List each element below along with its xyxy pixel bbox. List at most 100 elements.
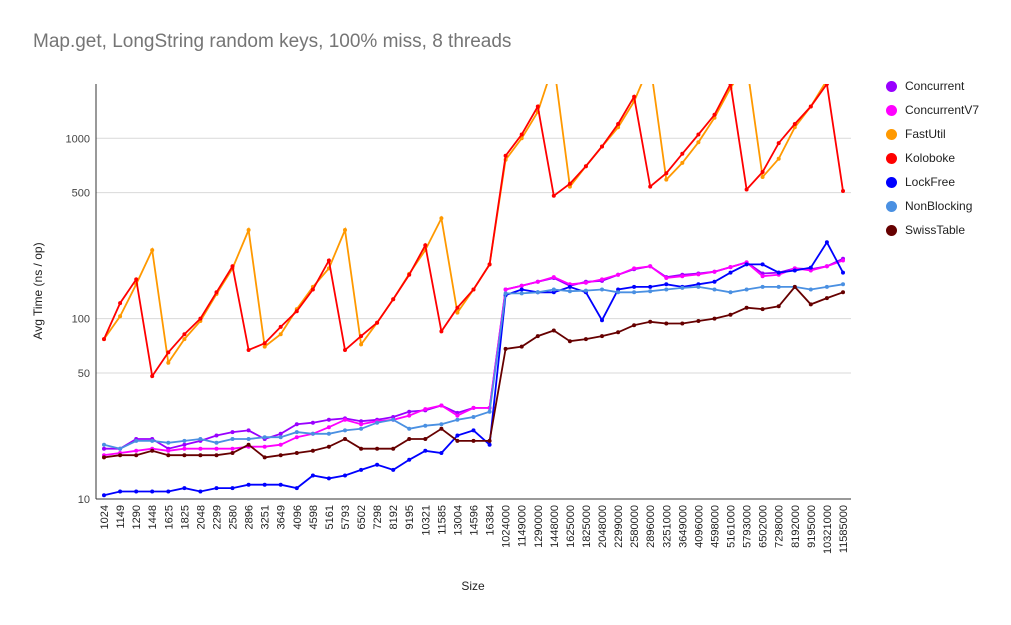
data-point <box>712 269 717 274</box>
data-point <box>648 264 653 269</box>
series-koloboke <box>102 84 845 379</box>
data-point <box>664 321 669 326</box>
data-point <box>551 290 556 295</box>
data-point <box>230 264 235 269</box>
series-lines <box>102 61 845 498</box>
legend-item-fastutil: FastUtil <box>886 122 979 146</box>
data-point <box>808 104 813 109</box>
data-point <box>391 417 396 422</box>
data-point <box>246 228 251 232</box>
data-point <box>551 193 556 198</box>
data-point <box>391 297 396 302</box>
data-point <box>326 444 331 449</box>
data-point <box>118 453 123 458</box>
data-point <box>134 438 139 443</box>
data-point <box>375 446 380 451</box>
series-line <box>103 84 826 366</box>
y-tick-labels: 10 50 100 500 1000 <box>66 133 90 506</box>
legend-swatch <box>886 128 897 140</box>
data-point <box>359 426 364 431</box>
series-concurrent <box>102 256 845 451</box>
series-line <box>103 240 844 497</box>
data-point <box>712 279 717 284</box>
x-tick-label: 3251 <box>260 505 272 529</box>
x-tick-label: 10321 <box>420 505 432 536</box>
x-tick-label: 7298000 <box>774 505 786 548</box>
data-point <box>439 216 444 221</box>
data-point <box>648 319 653 324</box>
data-point <box>680 285 685 290</box>
data-point <box>616 290 621 295</box>
series-line <box>103 84 844 379</box>
data-point <box>616 330 621 335</box>
data-point <box>182 332 187 337</box>
x-tick-label: 1625000 <box>565 505 577 548</box>
data-point <box>102 493 106 498</box>
data-point <box>310 287 315 292</box>
data-point <box>423 437 428 441</box>
data-point <box>310 420 315 425</box>
data-point <box>648 61 652 65</box>
data-point <box>632 323 637 328</box>
series-swisstable <box>102 284 845 460</box>
legend-swatch <box>886 200 897 212</box>
data-point <box>760 307 765 312</box>
data-point <box>792 122 797 126</box>
data-point <box>262 341 267 346</box>
data-point <box>294 422 299 427</box>
data-point <box>166 350 171 355</box>
data-point <box>214 440 219 445</box>
data-point <box>214 453 219 458</box>
x-tick-label: 4598 <box>308 505 320 529</box>
data-point <box>439 451 444 455</box>
data-point <box>134 453 139 458</box>
data-point <box>230 451 235 455</box>
data-point <box>648 284 653 289</box>
data-point <box>760 284 765 289</box>
data-point <box>214 446 219 451</box>
x-tick-label: 16384 <box>485 505 497 536</box>
data-point <box>359 446 364 451</box>
gridlines <box>96 137 851 500</box>
data-point <box>841 282 845 287</box>
data-point <box>375 462 380 467</box>
x-tick-label: 2580 <box>228 505 240 529</box>
data-point <box>487 262 492 267</box>
data-point <box>760 175 765 179</box>
data-point <box>359 422 364 427</box>
data-point <box>439 426 444 431</box>
data-point <box>519 291 524 296</box>
x-tick-label: 3649 <box>276 505 288 529</box>
data-point <box>343 348 347 352</box>
data-point <box>455 310 460 315</box>
data-point <box>166 360 171 365</box>
legend-swatch <box>886 224 897 236</box>
x-tick-label: 1825 <box>179 505 191 529</box>
data-point <box>455 417 460 422</box>
data-point <box>391 467 396 472</box>
chart-title: Map.get, LongString random keys, 100% mi… <box>33 31 512 52</box>
data-point <box>278 453 283 458</box>
data-point <box>744 305 749 310</box>
data-point <box>343 437 347 441</box>
data-point <box>423 448 428 453</box>
data-point <box>343 473 347 478</box>
y-axis-title: Avg Time (ns / op) <box>31 242 45 339</box>
legend-item-concurrentv7: ConcurrentV7 <box>886 98 979 122</box>
data-point <box>359 419 364 424</box>
data-point <box>102 446 106 451</box>
data-point <box>455 438 460 443</box>
data-point <box>439 403 444 408</box>
data-point <box>455 433 460 438</box>
data-point <box>407 457 412 462</box>
data-point <box>664 171 669 176</box>
data-point <box>745 61 749 65</box>
data-point <box>150 248 155 253</box>
data-point <box>776 141 781 146</box>
data-point <box>278 442 283 447</box>
data-point <box>760 274 765 279</box>
data-point <box>326 425 331 430</box>
data-point <box>455 305 460 310</box>
data-point <box>278 482 283 487</box>
